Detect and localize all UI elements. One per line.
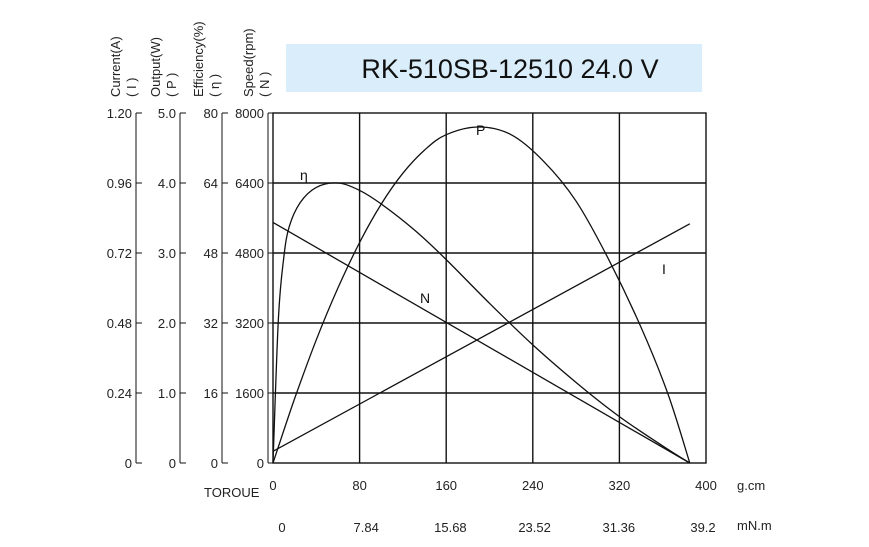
x-tick-label-primary: 240 [522, 478, 544, 493]
x-tick-label-primary: 400 [695, 478, 717, 493]
y-tick-label-speed: 0 [257, 456, 264, 471]
x-tick-label-primary: 0 [269, 478, 276, 493]
y-axis-symbol-efficiency: ( η ) [207, 74, 222, 97]
y-axis-title-current: Current(A) [108, 36, 123, 97]
y-tick-label-efficiency: 64 [204, 176, 218, 191]
y-tick-label-output: 5.0 [158, 106, 176, 121]
y-axis-symbol-output: ( P ) [164, 73, 179, 97]
chart-title: RK-510SB-12510 24.0 V [361, 54, 658, 84]
x-axes: 0 80 160 240 320 400 0 7.84 15.68 23.52 31.36 39.2 [269, 478, 716, 535]
plot-grid [272, 112, 707, 464]
x-axis-unit-primary: g.cm [737, 478, 765, 493]
y-tick-label-speed: 4800 [235, 246, 264, 261]
y-tick-label-current: 1.20 [107, 106, 132, 121]
curve-label-speed: N [420, 290, 430, 306]
y-tick-label-current: 0 [125, 456, 132, 471]
curve-current [272, 223, 691, 452]
y-tick-label-speed: 8000 [235, 106, 264, 121]
y-tick-label-current: 0.24 [107, 386, 132, 401]
curve-speed [272, 221, 691, 464]
x-tick-label-primary: 80 [352, 478, 366, 493]
x-tick-label-secondary: 7.84 [354, 520, 379, 535]
curve-label-output: P [476, 122, 485, 138]
y-tick-label-output: 1.0 [158, 386, 176, 401]
y-tick-label-efficiency: 48 [204, 246, 218, 261]
y-tick-label-speed: 3200 [235, 316, 264, 331]
x-tick-label-secondary: 15.68 [434, 520, 467, 535]
y-axis-symbol-speed: ( N ) [257, 72, 272, 97]
y-axis-title-efficiency: Efficiency(%) [191, 21, 206, 97]
curve-label-efficiency: η [300, 167, 308, 183]
y-tick-label-output: 4.0 [158, 176, 176, 191]
y-axes: 0 0.24 0.48 0.72 0.96 1.20 0 1.0 2.0 3.0 4.0 5.0 0 16… [107, 106, 274, 471]
curves [272, 126, 691, 464]
y-axis-title-speed: Speed(rpm) [241, 28, 256, 97]
y-tick-label-output: 0 [169, 456, 176, 471]
plot-frame [272, 112, 707, 464]
y-axis-symbol-current: ( I ) [124, 78, 139, 98]
curve-output [272, 126, 691, 464]
y-tick-label-efficiency: 32 [204, 316, 218, 331]
y-tick-label-speed: 1600 [235, 386, 264, 401]
x-tick-label-primary: 160 [435, 478, 457, 493]
y-tick-label-current: 0.96 [107, 176, 132, 191]
x-axis-unit-secondary: mN.m [737, 518, 772, 533]
x-tick-label-secondary: 31.36 [603, 520, 636, 535]
y-tick-label-speed: 6400 [235, 176, 264, 191]
curve-efficiency [272, 182, 691, 464]
y-tick-label-output: 3.0 [158, 246, 176, 261]
y-tick-label-output: 2.0 [158, 316, 176, 331]
y-axis-title-output: Output(W) [148, 37, 163, 97]
y-tick-label-current: 0.72 [107, 246, 132, 261]
x-tick-label-primary: 320 [609, 478, 631, 493]
y-tick-label-efficiency: 16 [204, 386, 218, 401]
x-axis-label: TOROUE [204, 485, 260, 500]
y-tick-label-efficiency: 80 [204, 106, 218, 121]
y-tick-label-current: 0.48 [107, 316, 132, 331]
curve-label-current: I [662, 261, 666, 277]
x-tick-label-secondary: 23.52 [518, 520, 551, 535]
y-tick-label-efficiency: 0 [211, 456, 218, 471]
x-tick-label-secondary: 39.2 [690, 520, 715, 535]
x-tick-label-secondary: 0 [278, 520, 285, 535]
title-banner [286, 44, 702, 92]
